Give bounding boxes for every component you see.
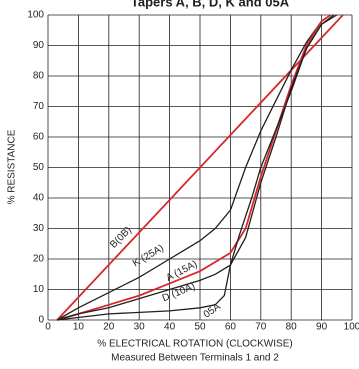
x-tick-label: 80 <box>286 322 298 333</box>
y-tick-label: 100 <box>27 10 44 21</box>
x-tick-label: 60 <box>225 322 237 333</box>
x-axis-label: % ELECTRICAL ROTATION (CLOCKWISE) <box>97 339 292 350</box>
series-line <box>56 14 344 321</box>
y-tick-label: 80 <box>33 71 45 82</box>
y-tick-label: 20 <box>33 254 45 265</box>
y-tick-label: 90 <box>33 40 45 51</box>
y-tick-label: 50 <box>33 162 45 173</box>
series-label: K (25A) <box>131 243 166 269</box>
x-tick-label: 40 <box>164 322 176 333</box>
y-tick-label: 10 <box>33 284 45 295</box>
x-tick-label: 0 <box>45 322 51 333</box>
x-tick-label: 30 <box>134 322 146 333</box>
y-tick-label: 60 <box>33 132 45 143</box>
series-line <box>57 14 338 321</box>
x-tick-label: 70 <box>255 322 267 333</box>
y-tick-label: 0 <box>38 315 44 326</box>
x-tick-label: 50 <box>194 322 206 333</box>
series-label: 05A <box>202 301 223 320</box>
x-axis-sublabel: Measured Between Terminals 1 and 2 <box>111 353 279 364</box>
x-tick-label: 20 <box>103 322 115 333</box>
y-tick-label: 70 <box>33 101 45 112</box>
x-tick-label: 100 <box>344 322 359 333</box>
x-tick-label: 10 <box>73 322 85 333</box>
y-tick-label: 40 <box>33 193 45 204</box>
series-line <box>56 14 332 321</box>
chart-title: Tapers A, B, D, K and 05A <box>131 0 290 9</box>
y-axis-label: % RESISTANCE <box>7 129 18 204</box>
y-tick-label: 30 <box>33 223 45 234</box>
x-tick-label: 90 <box>316 322 328 333</box>
